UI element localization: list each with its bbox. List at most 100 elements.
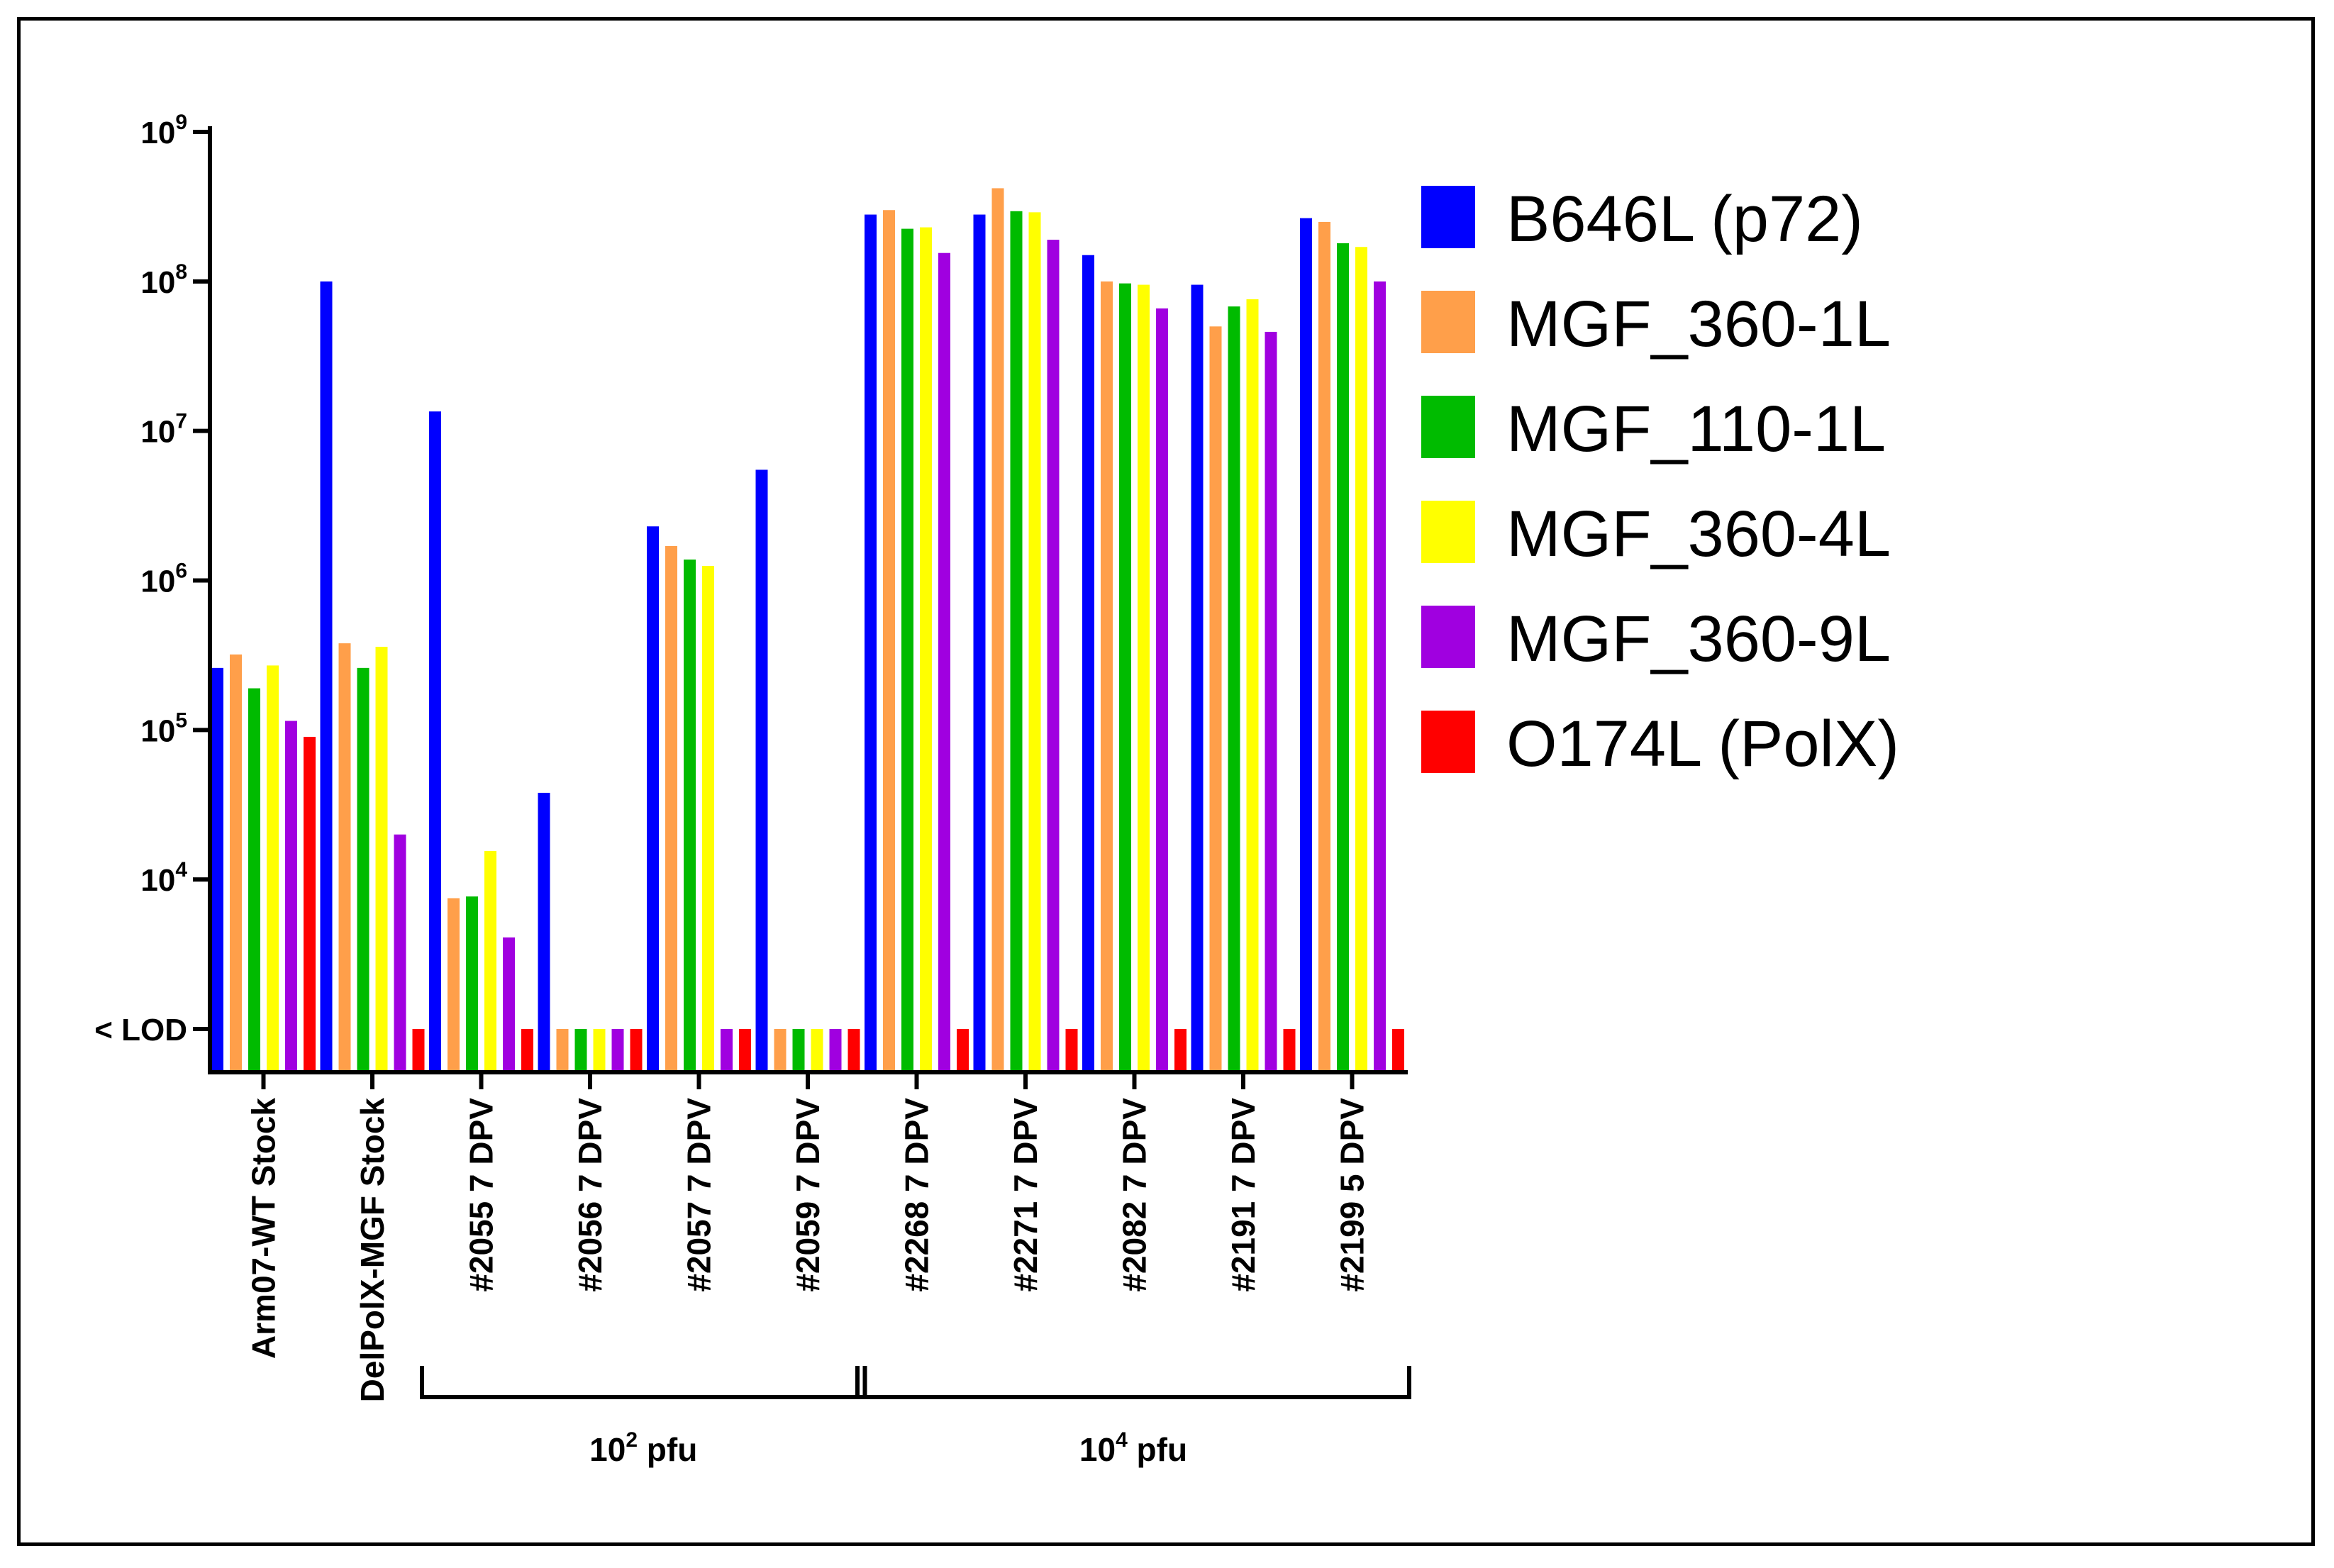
bar-3-6 xyxy=(920,227,932,1072)
legend-swatch-5 xyxy=(1421,711,1475,773)
legend-label-5: O174L (PolX) xyxy=(1506,708,1899,780)
group-bracket-0 xyxy=(420,1366,867,1399)
bar-0-2 xyxy=(429,411,441,1072)
bar-2-0 xyxy=(248,688,260,1072)
group-label-0: 102 pfu xyxy=(589,1428,697,1468)
bar-0-5 xyxy=(755,469,768,1072)
bar-1-10 xyxy=(1318,221,1330,1072)
bar-2-9 xyxy=(1228,306,1240,1073)
x-label-3: #2056 7 DPV xyxy=(572,1098,608,1292)
bar-5-5 xyxy=(848,1029,860,1072)
chart-frame xyxy=(17,17,2315,1546)
bar-3-0 xyxy=(267,665,279,1072)
bar-0-7 xyxy=(973,214,986,1073)
bar-1-8 xyxy=(1101,281,1113,1072)
bar-0-3 xyxy=(538,792,550,1072)
axes-layer xyxy=(208,126,1408,1074)
bar-2-3 xyxy=(574,1029,587,1072)
legend-swatch-4 xyxy=(1421,606,1475,668)
bar-5-10 xyxy=(1392,1029,1404,1072)
y-tick-label-3: 106 xyxy=(140,560,187,599)
x-label-5: #2059 7 DPV xyxy=(789,1098,826,1292)
bar-2-10 xyxy=(1337,243,1349,1072)
legend-label-2: MGF_110-1L xyxy=(1506,393,1886,465)
x-label-8: #2082 7 DPV xyxy=(1116,1098,1153,1292)
x-label-1: DelPolX-MGF Stock xyxy=(354,1098,391,1403)
bar-1-2 xyxy=(448,898,460,1072)
legend-label-4: MGF_360-9L xyxy=(1506,603,1891,675)
legend-label-3: MGF_360-4L xyxy=(1506,498,1891,570)
y-tick-label-6: 109 xyxy=(140,111,187,150)
bar-4-10 xyxy=(1374,281,1386,1072)
bar-2-6 xyxy=(901,228,913,1072)
bar-3-3 xyxy=(593,1029,606,1072)
bar-2-5 xyxy=(792,1029,805,1072)
x-label-2: #2055 7 DPV xyxy=(463,1098,500,1292)
bar-0-9 xyxy=(1191,284,1204,1073)
legend-swatch-3 xyxy=(1421,501,1475,563)
bar-0-10 xyxy=(1300,218,1312,1072)
bar-1-7 xyxy=(991,188,1004,1072)
bar-3-2 xyxy=(484,851,496,1072)
bar-4-3 xyxy=(611,1029,624,1072)
bar-2-7 xyxy=(1010,211,1023,1073)
bar-3-1 xyxy=(375,647,388,1072)
group-label-1: 104 pfu xyxy=(1079,1428,1187,1468)
bar-5-1 xyxy=(412,1029,425,1072)
bar-4-1 xyxy=(394,834,406,1072)
y-tick-label-1: 104 xyxy=(140,858,187,898)
bar-5-4 xyxy=(739,1029,751,1072)
x-label-0: Arm07-WT Stock xyxy=(245,1098,282,1359)
y-tick-label-0: < LOD xyxy=(94,1013,187,1047)
bar-4-2 xyxy=(503,937,515,1072)
bar-1-0 xyxy=(230,654,242,1072)
bars-layer xyxy=(211,188,1404,1073)
bar-4-0 xyxy=(285,721,297,1072)
bar-2-4 xyxy=(684,560,696,1072)
bar-1-3 xyxy=(556,1029,569,1072)
bar-1-1 xyxy=(338,643,351,1072)
bar-0-1 xyxy=(320,281,333,1072)
legend-label-1: MGF_360-1L xyxy=(1506,288,1891,360)
bar-4-5 xyxy=(829,1029,842,1072)
bar-5-8 xyxy=(1174,1029,1187,1072)
x-label-6: #2268 7 DPV xyxy=(899,1098,935,1292)
group-brackets: 102 pfu 104 pfu xyxy=(420,1366,1411,1468)
bar-0-6 xyxy=(865,214,877,1073)
x-label-10: #2199 5 DPV xyxy=(1334,1098,1371,1292)
x-label-9: #2191 7 DPV xyxy=(1225,1098,1262,1292)
bar-5-9 xyxy=(1283,1029,1296,1072)
bar-1-4 xyxy=(665,545,677,1072)
bar-0-4 xyxy=(647,526,659,1072)
bar-2-1 xyxy=(357,667,369,1072)
y-tick-label-2: 105 xyxy=(140,708,187,748)
bar-1-9 xyxy=(1209,326,1222,1072)
bar-3-7 xyxy=(1028,212,1041,1072)
bar-0-0 xyxy=(211,667,223,1072)
bar-4-8 xyxy=(1156,308,1168,1072)
bar-4-9 xyxy=(1265,331,1277,1073)
legend: B646L (p72) MGF_360-1L MGF_110-1L MGF_360-4… xyxy=(1421,183,1899,780)
legend-label-0: B646L (p72) xyxy=(1506,183,1863,255)
x-axis-labels: Arm07-WT Stock DelPolX-MGF Stock #2055 7 D… xyxy=(245,1072,1371,1402)
y-axis-ticks: < LOD 104 105 106 107 108 109 xyxy=(94,111,210,1047)
legend-swatch-1 xyxy=(1421,291,1475,353)
bar-3-10 xyxy=(1355,247,1367,1072)
x-label-7: #2271 7 DPV xyxy=(1007,1098,1044,1292)
bar-2-8 xyxy=(1119,283,1131,1072)
bar-3-8 xyxy=(1138,284,1150,1073)
bar-3-9 xyxy=(1246,299,1259,1072)
bar-1-6 xyxy=(883,210,895,1073)
y-tick-label-5: 108 xyxy=(140,260,187,300)
bar-1-5 xyxy=(774,1029,787,1072)
bar-5-3 xyxy=(630,1029,643,1072)
x-label-4: #2057 7 DPV xyxy=(681,1098,718,1292)
bar-4-4 xyxy=(721,1029,733,1072)
group-bracket-1 xyxy=(855,1366,1411,1399)
bar-3-4 xyxy=(702,566,714,1072)
legend-swatch-0 xyxy=(1421,186,1475,248)
y-tick-label-4: 107 xyxy=(140,410,187,450)
bar-4-7 xyxy=(1047,240,1060,1073)
bar-4-6 xyxy=(938,252,950,1072)
